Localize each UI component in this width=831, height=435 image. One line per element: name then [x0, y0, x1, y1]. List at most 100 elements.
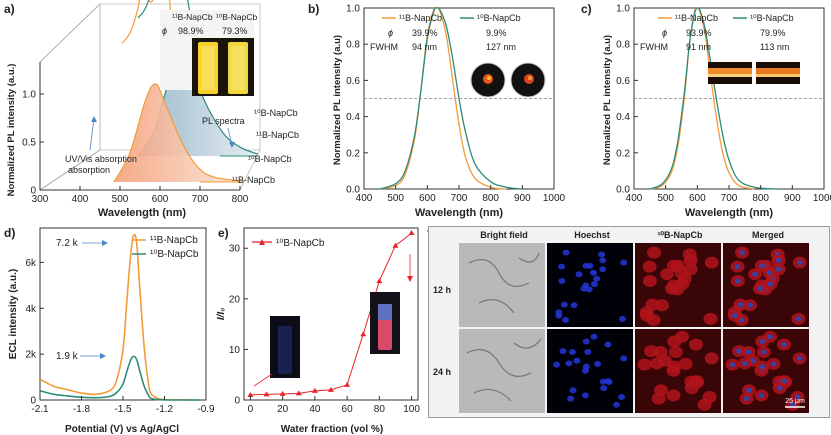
- data-point-marker: [360, 331, 367, 337]
- cell-blob: [704, 256, 719, 269]
- chart-d: -2.1 -1.8 -1.5 -1.2 -0.9 0 2k 4k 6k ¹¹B-NapCb ¹…: [8, 227, 214, 435]
- merged-nucleus-blob: [743, 396, 750, 402]
- y-tick-label: 6k: [25, 258, 37, 269]
- uvvis-arrow-head: [91, 116, 97, 122]
- y-tick-label: 0: [234, 396, 240, 407]
- merged-nucleus-blob: [796, 260, 803, 266]
- merged-nucleus-blob: [789, 402, 796, 408]
- nucleus-blob: [599, 266, 607, 273]
- merged-nucleus-blob: [767, 334, 774, 340]
- xlabel-d: Potential (V) vs Ag/AgCl: [65, 424, 179, 435]
- y-tick-label: 0.4: [346, 112, 360, 123]
- merged-nucleus-blob: [775, 257, 782, 263]
- data-point-marker: [263, 391, 270, 397]
- merged-nucleus-blob: [767, 281, 774, 287]
- cell-blob: [683, 254, 698, 267]
- cell-blob: [647, 246, 662, 259]
- ylabel-c: Normalized PL intensity (a.u): [602, 35, 613, 165]
- merged-nucleus-blob: [759, 364, 766, 370]
- nucleus-blob: [618, 315, 626, 322]
- merged-nucleus-blob: [780, 341, 787, 348]
- cell-blob: [684, 382, 699, 395]
- x-tick-label: 100: [403, 404, 420, 415]
- x-tick-label: 80: [374, 404, 386, 415]
- panel-f: Bright field Hoechst ¹⁰B-NapCb Merged 12…: [428, 226, 830, 418]
- x-tick-label: 400: [356, 193, 373, 204]
- data-point-marker: [328, 386, 334, 392]
- fwhm-10b-c: 113 nm: [760, 42, 789, 52]
- x-tick-label: -2.1: [31, 404, 49, 415]
- merged-nucleus-blob: [734, 278, 741, 284]
- film-11b-band2: [708, 74, 752, 77]
- nucleus-blob: [559, 348, 567, 355]
- cell-blob: [639, 309, 654, 322]
- film-11b-band: [708, 68, 752, 74]
- fwhm-11b-b: 94 nm: [412, 42, 437, 52]
- nucleus-blob: [581, 392, 589, 399]
- row-label-24h: 24 h: [433, 367, 452, 377]
- vial-high-water-top: [378, 304, 392, 320]
- merged-nucleus-blob: [736, 348, 743, 354]
- nucleus-blob: [565, 360, 573, 367]
- xlabel-b: Wavelength (nm): [415, 207, 504, 219]
- film-10b-band: [756, 68, 800, 74]
- hoechst-24h: [547, 329, 633, 413]
- nucleus-blob: [598, 251, 606, 258]
- brightfield-12h: [459, 243, 545, 327]
- nucleus-blob: [593, 275, 601, 282]
- inset-label-11b: ¹¹B-NapCb: [172, 12, 213, 22]
- x-tick-label: 700: [192, 194, 209, 205]
- label-10b-front: ¹⁰B-NapCb: [248, 154, 292, 164]
- cell-blob: [642, 274, 657, 287]
- y-tick-label: 0.8: [346, 40, 360, 51]
- x-tick-label: 20: [277, 404, 289, 415]
- merged-nucleus-blob: [731, 313, 738, 319]
- nucleus-blob: [582, 338, 590, 345]
- annotation-absorption: absorption: [68, 165, 110, 175]
- nucleus-blob: [599, 257, 607, 264]
- nucleus-blob: [569, 387, 577, 394]
- nucleus-blob: [562, 249, 570, 256]
- nucleus-blob: [589, 269, 597, 276]
- merged-nucleus-blob: [757, 286, 764, 292]
- row-label-12h: 12 h: [433, 285, 452, 295]
- frame-floor-right: [239, 149, 261, 191]
- cell-blob: [668, 345, 683, 358]
- cell-blob: [704, 352, 719, 365]
- arrow-high-water-head: [407, 276, 413, 282]
- x-tick-label: 800: [232, 194, 249, 205]
- y-tick-label: 1.0: [616, 4, 630, 15]
- chart-e: 0 20 40 60 80 100 0 10 20 30 ¹⁰B-NapCb Water fra…: [216, 227, 420, 435]
- panel-label-e: e): [218, 226, 229, 240]
- annotation-1-9k: 1.9 k: [56, 351, 79, 362]
- nucleus-blob: [604, 341, 612, 348]
- x-tick-label: -1.5: [114, 404, 132, 415]
- y-tick-label: 1.0: [346, 4, 360, 15]
- legend-label-10b-d: ¹⁰B-NapCb: [150, 249, 199, 260]
- y-tick-label: 4k: [25, 304, 37, 315]
- y-tick-label: 0.2: [616, 148, 630, 159]
- y-tick-label: 0: [30, 396, 36, 407]
- merged-nucleus-blob: [737, 302, 744, 308]
- nucleus-blob: [558, 263, 566, 270]
- x-tick-label: 1000: [813, 193, 831, 204]
- y-tick-label: 30: [229, 244, 241, 255]
- x-tick-label: 600: [152, 194, 169, 205]
- y-tick-label: 10: [229, 345, 241, 356]
- series-line-b: [649, 7, 777, 190]
- nucleus-blob: [558, 277, 566, 284]
- brightfield-12h-cells: [468, 252, 540, 314]
- nucleus-blob: [580, 285, 588, 292]
- xlabel-e: Water fraction (vol %): [281, 424, 383, 435]
- nucleus-blob: [570, 302, 578, 309]
- uvvis-arrow: [89, 117, 95, 151]
- chart-c: 400 500 600 700 800 900 1000 0.0 0.2 0.4 0.6 0.8 1.…: [602, 4, 831, 220]
- y-tick-label: 20: [229, 294, 241, 305]
- nucleus-blob: [555, 312, 563, 319]
- cell-blob: [702, 390, 717, 403]
- y-tick-label: 1.0: [22, 90, 36, 101]
- cell-blob: [665, 282, 680, 295]
- nucleus-blob: [584, 348, 592, 355]
- cell-blob: [674, 266, 689, 279]
- x-tick-label: 900: [784, 193, 801, 204]
